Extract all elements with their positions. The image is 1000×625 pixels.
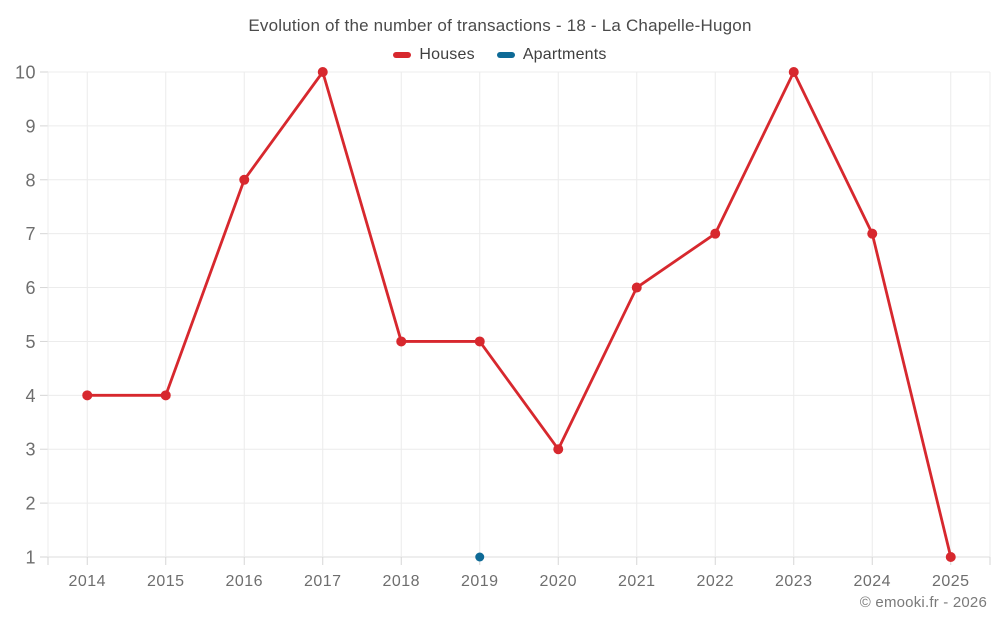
x-axis-label-2017: 2017 (304, 573, 342, 590)
y-axis-label-6: 6 (25, 278, 36, 298)
legend-item-apartments[interactable]: Apartments (496, 46, 607, 64)
x-axis-label-2016: 2016 (225, 573, 263, 590)
point-houses-2021[interactable] (631, 282, 642, 293)
point-houses-2023[interactable] (788, 67, 799, 77)
y-axis-label-1: 1 (25, 548, 36, 568)
y-axis-label-5: 5 (25, 332, 36, 352)
point-houses-2025[interactable] (945, 552, 956, 562)
y-axis-label-9: 9 (25, 116, 36, 136)
x-axis-label-2018: 2018 (382, 573, 420, 590)
x-axis-label-2021: 2021 (618, 573, 656, 590)
y-axis-label-10: 10 (15, 63, 36, 83)
x-axis-label-2019: 2019 (461, 573, 499, 590)
legend-label-apartments: Apartments (522, 46, 607, 63)
x-axis-label-2014: 2014 (68, 573, 106, 590)
x-axis-label-2023: 2023 (775, 573, 813, 590)
point-houses-2024[interactable] (867, 228, 878, 239)
point-houses-2015[interactable] (160, 390, 171, 401)
legend-item-houses[interactable]: Houses (393, 46, 475, 64)
y-axis-label-8: 8 (25, 170, 36, 190)
point-houses-2019[interactable] (474, 336, 485, 347)
x-axis-label-2025: 2025 (932, 573, 970, 590)
chart-title: Evolution of the number of transactions … (248, 16, 752, 35)
houses-line (85, 70, 953, 559)
y-axis-label-7: 7 (25, 224, 36, 244)
point-houses-2020[interactable] (553, 444, 564, 455)
x-axis-label-2024: 2024 (853, 573, 891, 590)
y-axis-label-4: 4 (25, 386, 36, 406)
apartments-series-swatch-icon (496, 52, 515, 58)
point-houses-2022[interactable] (710, 228, 721, 239)
chart-legend: Houses Apartments (0, 45, 1000, 65)
x-axis-label-2015: 2015 (147, 573, 185, 590)
y-axis-label-2: 2 (25, 494, 36, 514)
point-houses-2014[interactable] (82, 390, 93, 401)
legend-label-houses: Houses (419, 46, 475, 63)
point-houses-2016[interactable] (239, 174, 250, 185)
x-axis-label-2022: 2022 (696, 573, 734, 590)
x-axis-label-2020: 2020 (539, 573, 577, 590)
houses-series-swatch-icon (393, 52, 412, 58)
point-houses-2018[interactable] (396, 336, 407, 347)
footer-credit: © emooki.fr - 2026 (859, 594, 987, 611)
point-houses-2017[interactable] (317, 67, 328, 77)
point-apartments-2019[interactable] (475, 552, 485, 562)
y-axis-label-3: 3 (25, 440, 36, 460)
